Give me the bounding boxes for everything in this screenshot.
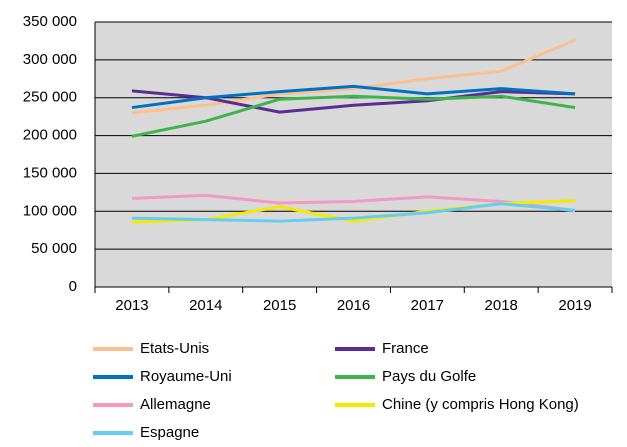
y-tick-label: 200 000 [23, 127, 77, 144]
series-line [131, 38, 576, 115]
x-tick-label: 2016 [337, 297, 370, 314]
x-tick-label: 2019 [558, 297, 591, 314]
legend-label: Pays du Golfe [382, 368, 476, 385]
y-tick-label: 250 000 [23, 89, 77, 106]
y-tick-label: 350 000 [23, 13, 77, 30]
legend-label: France [382, 340, 429, 357]
x-tick-label: 2015 [263, 297, 296, 314]
y-tick-label: 0 [69, 278, 77, 295]
legend-label: Royaume-Uni [140, 368, 232, 385]
y-tick-label: 150 000 [23, 164, 77, 181]
legend-label: Etats-Unis [140, 340, 209, 357]
x-tick-label: 2018 [485, 297, 518, 314]
x-tick-label: 2014 [189, 297, 222, 314]
y-tick-label: 300 000 [23, 51, 77, 68]
x-tick-label: 2017 [411, 297, 444, 314]
series-line [131, 193, 576, 213]
y-tick-label: 100 000 [23, 202, 77, 219]
plot-area [95, 22, 612, 287]
legend-label: Chine (y compris Hong Kong) [382, 396, 579, 413]
series-line [131, 202, 576, 223]
y-tick-label: 50 000 [31, 240, 77, 257]
series-line [131, 84, 576, 110]
x-tick-label: 2013 [115, 297, 148, 314]
legend-label: Allemagne [140, 396, 211, 413]
series-line [131, 94, 576, 138]
legend-label: Espagne [140, 424, 199, 441]
